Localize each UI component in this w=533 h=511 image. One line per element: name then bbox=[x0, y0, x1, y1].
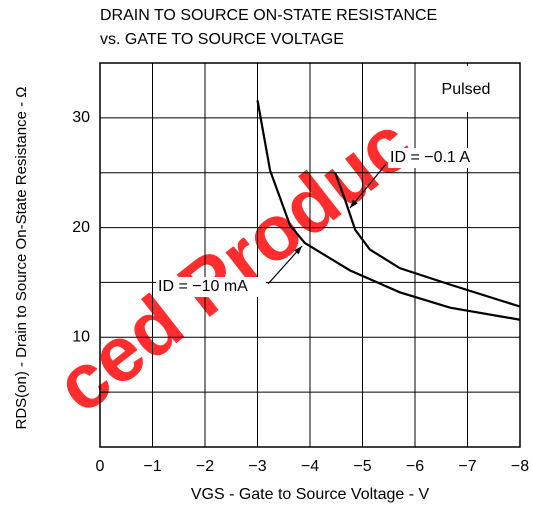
x-tick-label: −7 bbox=[458, 458, 476, 475]
x-tick-label: −3 bbox=[248, 458, 266, 475]
legend-bg bbox=[388, 148, 498, 168]
arrow-head bbox=[294, 246, 302, 255]
y-axis-label: RDS(on) - Drain to Source On-State Resis… bbox=[13, 86, 30, 429]
arrow-head bbox=[350, 199, 358, 208]
arrow bbox=[349, 163, 387, 209]
arrow bbox=[267, 245, 303, 285]
series-label: ID = −0.1 A bbox=[390, 149, 470, 166]
annotation: Pulsed bbox=[442, 81, 491, 98]
y-tick-label: 10 bbox=[72, 329, 90, 346]
series-label: ID = −10 mA bbox=[158, 278, 248, 295]
x-axis-label: VGS - Gate to Source Voltage - V bbox=[191, 486, 430, 503]
y-tick-label: 30 bbox=[72, 109, 90, 126]
x-tick-label: −6 bbox=[406, 458, 424, 475]
x-tick-label: −8 bbox=[511, 458, 529, 475]
x-tick-label: −4 bbox=[301, 458, 319, 475]
chart-title: vs. GATE TO SOURCE VOLTAGE bbox=[100, 31, 344, 48]
chart-title: DRAIN TO SOURCE ON-STATE RESISTANCE bbox=[100, 7, 437, 24]
x-tick-label: −1 bbox=[143, 458, 161, 475]
line bbox=[334, 172, 521, 308]
y-tick-label: 20 bbox=[72, 219, 90, 236]
line bbox=[256, 100, 521, 321]
annotation-box bbox=[418, 66, 517, 112]
legend-bg bbox=[156, 277, 266, 297]
plot-frame bbox=[99, 62, 521, 448]
x-tick-label: −2 bbox=[196, 458, 214, 475]
x-tick-label: 0 bbox=[96, 458, 105, 475]
x-tick-label: −5 bbox=[353, 458, 371, 475]
watermark: ced Produc bbox=[39, 99, 428, 430]
